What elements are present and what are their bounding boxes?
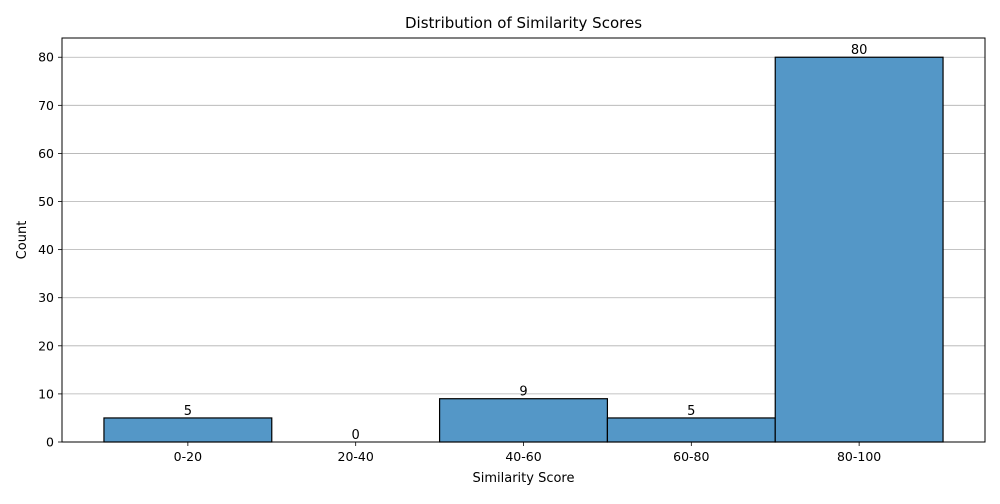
y-tick-label: 50 — [38, 194, 54, 209]
x-axis-ticks: 0-20 20-40 40-60 60-80 80-100 — [174, 442, 881, 464]
x-axis-label: Similarity Score — [472, 471, 574, 486]
bar-value-label: 5 — [184, 404, 192, 419]
y-axis-label: Count — [15, 221, 30, 260]
bar — [606, 417, 776, 443]
bar-value-label: 9 — [519, 385, 527, 400]
y-tick-label: 60 — [38, 146, 54, 161]
x-tick-label: 20-40 — [338, 449, 374, 464]
chart-title: Distribution of Similarity Scores — [405, 14, 642, 32]
bars — [103, 56, 944, 443]
gridlines — [62, 56, 985, 443]
y-tick-label: 80 — [38, 50, 54, 65]
bar — [774, 56, 944, 443]
bar — [103, 417, 273, 443]
data-labels: 5 0 9 5 80 — [184, 43, 868, 443]
y-tick-label: 0 — [46, 435, 54, 450]
y-axis-ticks: 0 10 20 30 40 50 60 70 80 — [38, 50, 62, 450]
x-tick-label: 0-20 — [174, 449, 202, 464]
y-tick-label: 20 — [38, 338, 54, 353]
x-tick-label: 80-100 — [837, 449, 881, 464]
y-tick-label: 30 — [38, 290, 54, 305]
bar-value-label: 80 — [851, 43, 868, 58]
x-tick-label: 40-60 — [505, 449, 541, 464]
x-tick-label: 60-80 — [673, 449, 709, 464]
y-tick-label: 10 — [38, 386, 54, 401]
bar-value-label: 5 — [687, 404, 695, 419]
bar — [438, 398, 609, 443]
bar-value-label: 0 — [352, 428, 360, 443]
y-tick-label: 40 — [38, 242, 54, 257]
y-tick-label: 70 — [38, 98, 54, 113]
